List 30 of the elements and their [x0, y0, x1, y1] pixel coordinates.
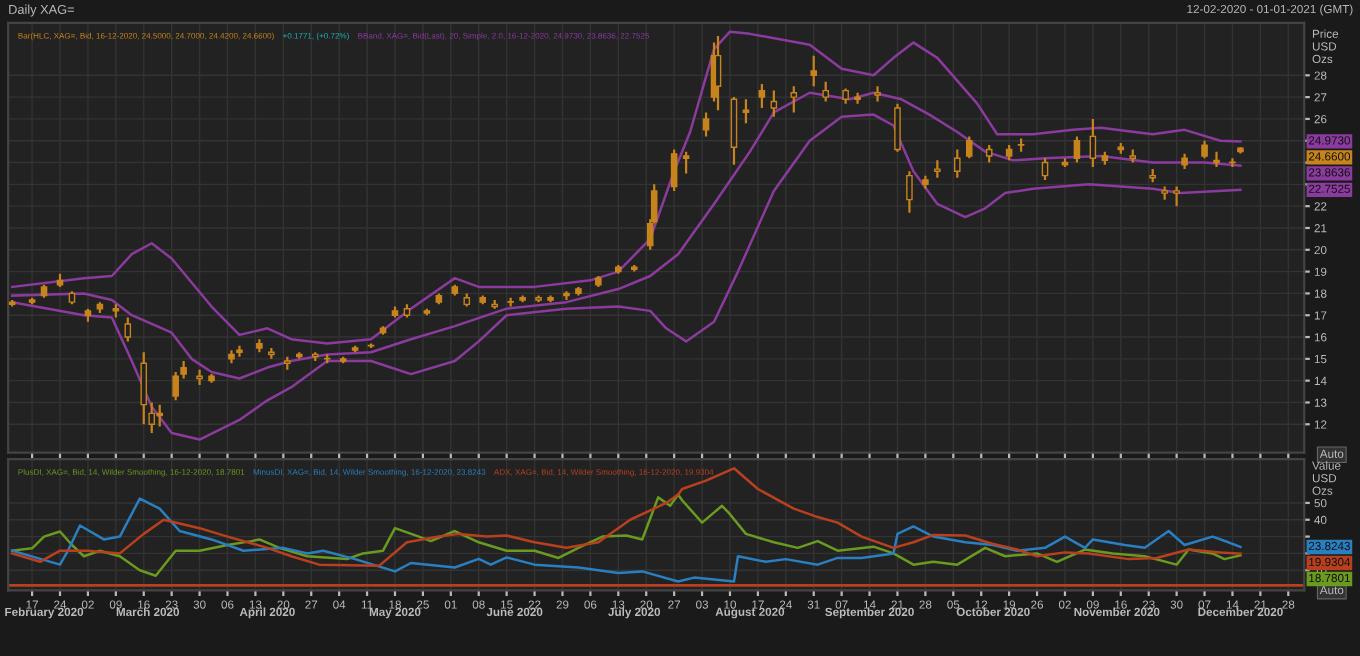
candlestick — [810, 54, 818, 88]
candlestick — [822, 80, 829, 103]
candlestick — [702, 111, 710, 138]
candlestick — [1213, 150, 1220, 169]
candlestick — [714, 34, 722, 112]
line-series — [10, 30, 1242, 345]
line-series — [10, 467, 1242, 568]
candlestick — [954, 148, 961, 179]
candlestick — [790, 85, 798, 114]
candlestick — [670, 148, 678, 193]
candlestick — [682, 150, 690, 175]
candlestick — [140, 351, 148, 426]
candlestick — [172, 370, 179, 402]
candlestick — [156, 403, 163, 428]
candlestick — [563, 290, 570, 302]
candlestick — [894, 102, 901, 153]
candlestick — [124, 316, 132, 343]
candlestick — [1173, 185, 1180, 208]
candlestick — [906, 170, 913, 214]
candlestick — [758, 82, 766, 110]
candlestick — [1041, 157, 1049, 182]
candlestick — [730, 96, 738, 166]
line-series — [10, 91, 1242, 380]
candlestick — [965, 135, 973, 160]
candlestick — [1229, 157, 1236, 169]
candlestick — [770, 89, 778, 118]
candlestick — [1089, 117, 1097, 169]
candlestick — [1073, 135, 1081, 164]
candlestick — [196, 368, 203, 387]
candlestick — [874, 85, 881, 103]
